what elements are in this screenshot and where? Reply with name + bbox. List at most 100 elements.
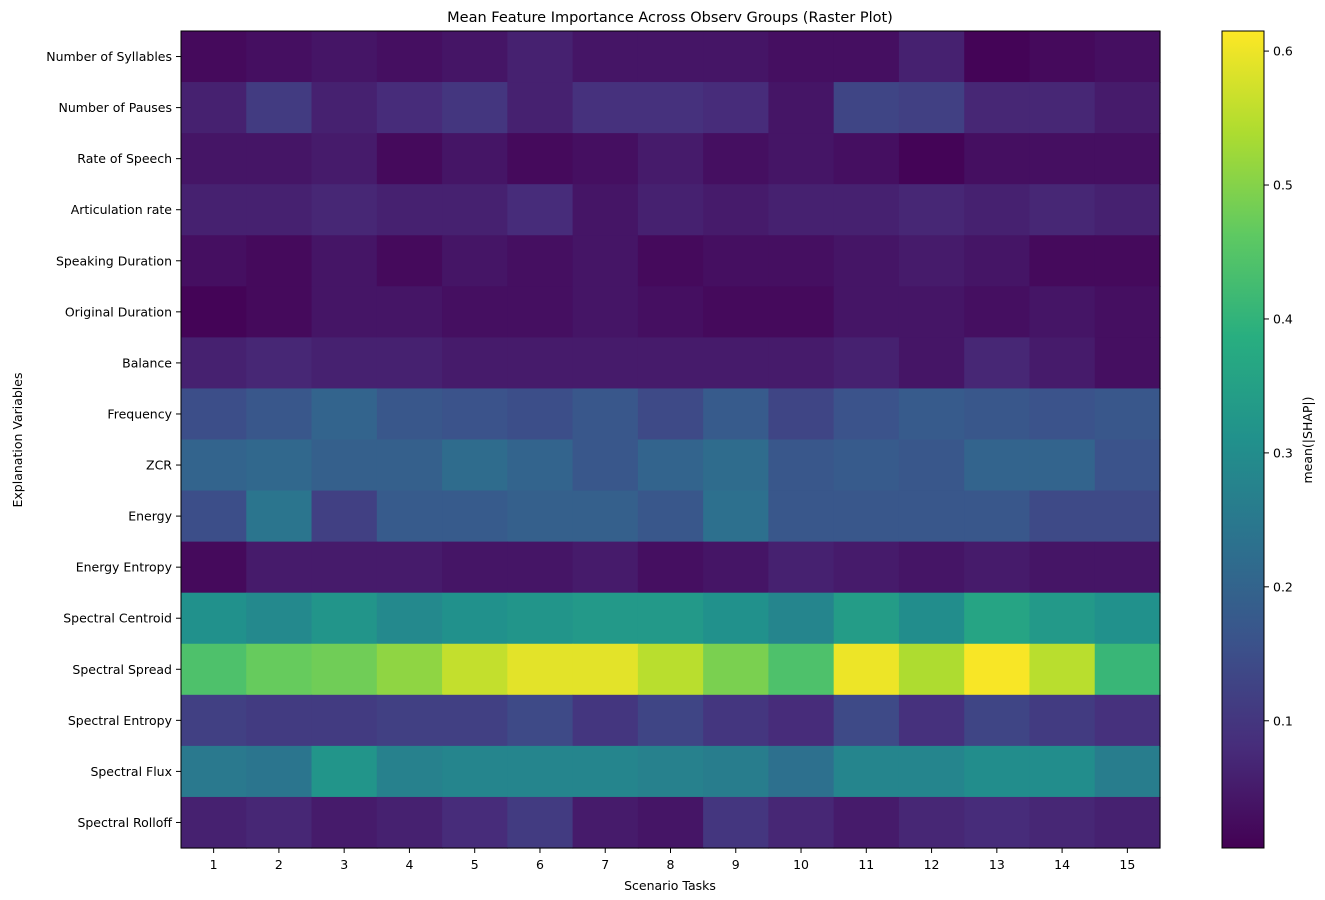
heatmap-cell [376, 388, 443, 441]
heatmap-cell [703, 490, 769, 543]
heatmap-cell [507, 286, 574, 338]
heatmap-cell [376, 592, 443, 645]
heatmap-cell [572, 337, 639, 390]
heatmap-cell [637, 337, 704, 390]
heatmap-cell [376, 439, 443, 492]
heatmap-cell [1029, 541, 1096, 594]
heatmap-cell [703, 541, 769, 594]
heatmap-cell [637, 643, 704, 696]
heatmap-cell [507, 439, 574, 492]
heatmap-cell [311, 745, 378, 798]
x-tick-label: 14 [1054, 857, 1070, 872]
heatmap-cell [442, 235, 508, 287]
heatmap-cell [311, 694, 378, 747]
heatmap-cell [1094, 337, 1161, 390]
heatmap-cell [246, 82, 313, 134]
heatmap-cell [833, 592, 900, 645]
heatmap-cell [442, 82, 508, 134]
heatmap-cell [181, 286, 247, 338]
heatmap-cell [833, 796, 900, 849]
heatmap-cell [1094, 439, 1161, 492]
heatmap-cell [1094, 388, 1161, 441]
heatmap-cell [572, 184, 639, 236]
x-tick-label: 9 [732, 857, 740, 872]
heatmap-cell [768, 592, 835, 645]
heatmap-cell [703, 643, 769, 696]
heatmap-cell [1029, 82, 1096, 134]
heatmap-cell [1094, 643, 1161, 696]
heatmap-cell [1029, 592, 1096, 645]
heatmap-cell [964, 133, 1031, 185]
heatmap-cell [572, 643, 639, 696]
heatmap-cell [703, 184, 769, 236]
x-axis-label: Scenario Tasks [624, 878, 716, 893]
heatmap-cell [833, 490, 900, 543]
heatmap-cell [637, 745, 704, 798]
y-tick-label: Energy Entropy [76, 560, 173, 575]
heatmap-cell [572, 235, 639, 287]
heatmap-cell [1094, 490, 1161, 543]
heatmap-cell [1029, 490, 1096, 543]
heatmap-cell [898, 286, 965, 338]
heatmap-cell [1029, 388, 1096, 441]
heatmap-cell [246, 643, 313, 696]
heatmap-cell [898, 490, 965, 543]
heatmap-cell [833, 541, 900, 594]
heatmap-cell [246, 286, 313, 338]
heatmap-cell [1029, 286, 1096, 338]
heatmap-cell [964, 337, 1031, 390]
y-tick-label: Rate of Speech [77, 151, 172, 166]
heatmap-cell [181, 490, 247, 543]
y-tick-label: Speaking Duration [56, 253, 172, 268]
heatmap-cells [181, 31, 1161, 849]
y-tick-label: Spectral Rolloff [77, 815, 172, 830]
heatmap-cell [311, 439, 378, 492]
heatmap-cell [898, 643, 965, 696]
heatmap-cell [703, 82, 769, 134]
heatmap-cell [246, 694, 313, 747]
y-tick-label: Spectral Spread [72, 662, 172, 677]
heatmap-cell [637, 541, 704, 594]
x-tick-label: 15 [1119, 857, 1135, 872]
x-tick-label: 1 [210, 857, 218, 872]
heatmap-cell [572, 694, 639, 747]
heatmap-cell [833, 286, 900, 338]
heatmap-cell [442, 286, 508, 338]
heatmap-cell [376, 31, 443, 83]
heatmap-cell [703, 133, 769, 185]
heatmap-cell [181, 388, 247, 441]
heatmap-cell [637, 31, 704, 83]
x-tick-label: 10 [793, 857, 809, 872]
heatmap-cell [442, 133, 508, 185]
colorbar-tick-label: 0.6 [1273, 44, 1293, 59]
y-tick-label: Articulation rate [71, 202, 173, 217]
x-tick-label: 6 [536, 857, 544, 872]
heatmap-cell [1094, 31, 1161, 83]
heatmap-cell [964, 490, 1031, 543]
heatmap-cell [703, 235, 769, 287]
heatmap-cell [572, 31, 639, 83]
colorbar-tick-label: 0.2 [1273, 579, 1293, 594]
colorbar-ticks: 0.1 0.2 0.3 0.4 0.5 0.6 [1264, 44, 1293, 728]
heatmap-cell [1029, 796, 1096, 849]
heatmap-cell [311, 133, 378, 185]
heatmap-cell [703, 31, 769, 83]
heatmap-cell [637, 592, 704, 645]
heatmap-cell [246, 337, 313, 390]
heatmap-cell [507, 694, 574, 747]
heatmap-cell [181, 745, 247, 798]
x-tick-label: 4 [405, 857, 413, 872]
heatmap-cell [964, 592, 1031, 645]
heatmap-cell [246, 490, 313, 543]
heatmap-cell [768, 694, 835, 747]
heatmap-cell [898, 82, 965, 134]
heatmap-cell [703, 745, 769, 798]
heatmap-cell [572, 286, 639, 338]
heatmap-cell [1094, 745, 1161, 798]
heatmap-cell [964, 694, 1031, 747]
heatmap-cell [181, 541, 247, 594]
heatmap-cell [1029, 133, 1096, 185]
heatmap-cell [898, 388, 965, 441]
heatmap-cell [442, 643, 508, 696]
heatmap-cell [637, 133, 704, 185]
